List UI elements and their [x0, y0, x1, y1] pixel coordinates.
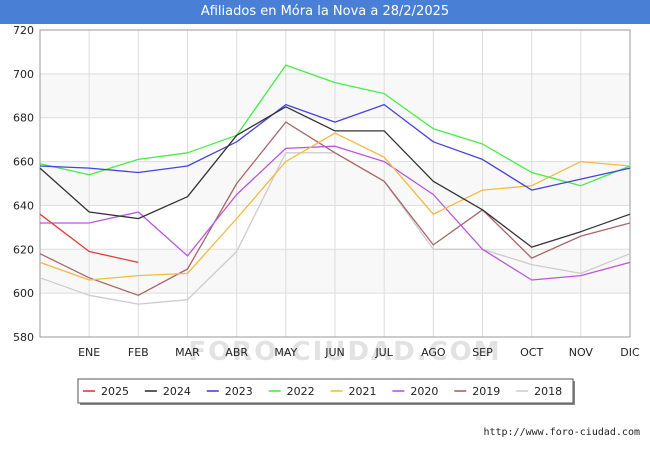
x-tick-label: DIC: [620, 346, 640, 359]
series-line-2024: [39, 106, 631, 248]
series-line-2022: [39, 64, 631, 187]
x-tick-label: OCT: [520, 346, 543, 359]
y-tick-label: 720: [13, 24, 34, 37]
x-tick-label: JUL: [374, 346, 393, 359]
legend-label-2019: 2019: [472, 385, 500, 398]
y-tick-label: 680: [13, 112, 34, 125]
legend-label-2023: 2023: [225, 385, 253, 398]
source-credit: http://www.foro-ciudad.com: [483, 427, 640, 438]
series-line-2023: [39, 103, 631, 191]
legend: 2025 2024 2023 2022 2021 2020 2019 2018: [77, 378, 575, 405]
series-line-2021: [39, 132, 631, 281]
x-tick-label: ENE: [78, 346, 100, 359]
x-tick-label: MAY: [274, 346, 297, 359]
x-tick-label: ABR: [225, 346, 248, 359]
legend-label-2018: 2018: [534, 385, 562, 398]
y-axis-ticks: 580 600 620 640 660 680 700 720: [13, 24, 34, 344]
x-tick-label: MAR: [175, 346, 200, 359]
y-tick-label: 600: [13, 287, 34, 300]
legend-label-2021: 2021: [349, 385, 377, 398]
legend-box: [77, 378, 574, 404]
legend-label-2024: 2024: [163, 385, 191, 398]
y-tick-label: 580: [13, 331, 34, 344]
x-tick-label: NOV: [569, 346, 594, 359]
legend-label-2022: 2022: [287, 385, 315, 398]
legend-label-2025: 2025: [101, 385, 129, 398]
chart-title: Afiliados en Móra la Nova a 28/2/2025: [0, 0, 650, 24]
legend-label-2020: 2020: [410, 385, 438, 398]
y-tick-label: 660: [13, 156, 34, 169]
plot-frame: [39, 29, 631, 338]
series-line-2020: [40, 145, 631, 281]
series-line-2025: [39, 213, 139, 264]
series-lines: [39, 64, 631, 305]
x-tick-label: FEB: [128, 346, 149, 359]
series-line-2019: [39, 121, 631, 296]
x-tick-label: JUN: [324, 346, 345, 359]
y-tick-label: 620: [13, 243, 34, 256]
y-tick-label: 700: [13, 68, 34, 81]
x-axis-ticks: ENE FEB MAR ABR MAY JUN JUL AGO SEP OCT NOV DIC: [78, 346, 640, 359]
x-tick-label: AGO: [421, 346, 446, 359]
y-tick-label: 640: [13, 199, 34, 212]
watermark: FORO-CIUDAD.COM: [188, 337, 501, 367]
x-tick-label: SEP: [472, 346, 493, 359]
